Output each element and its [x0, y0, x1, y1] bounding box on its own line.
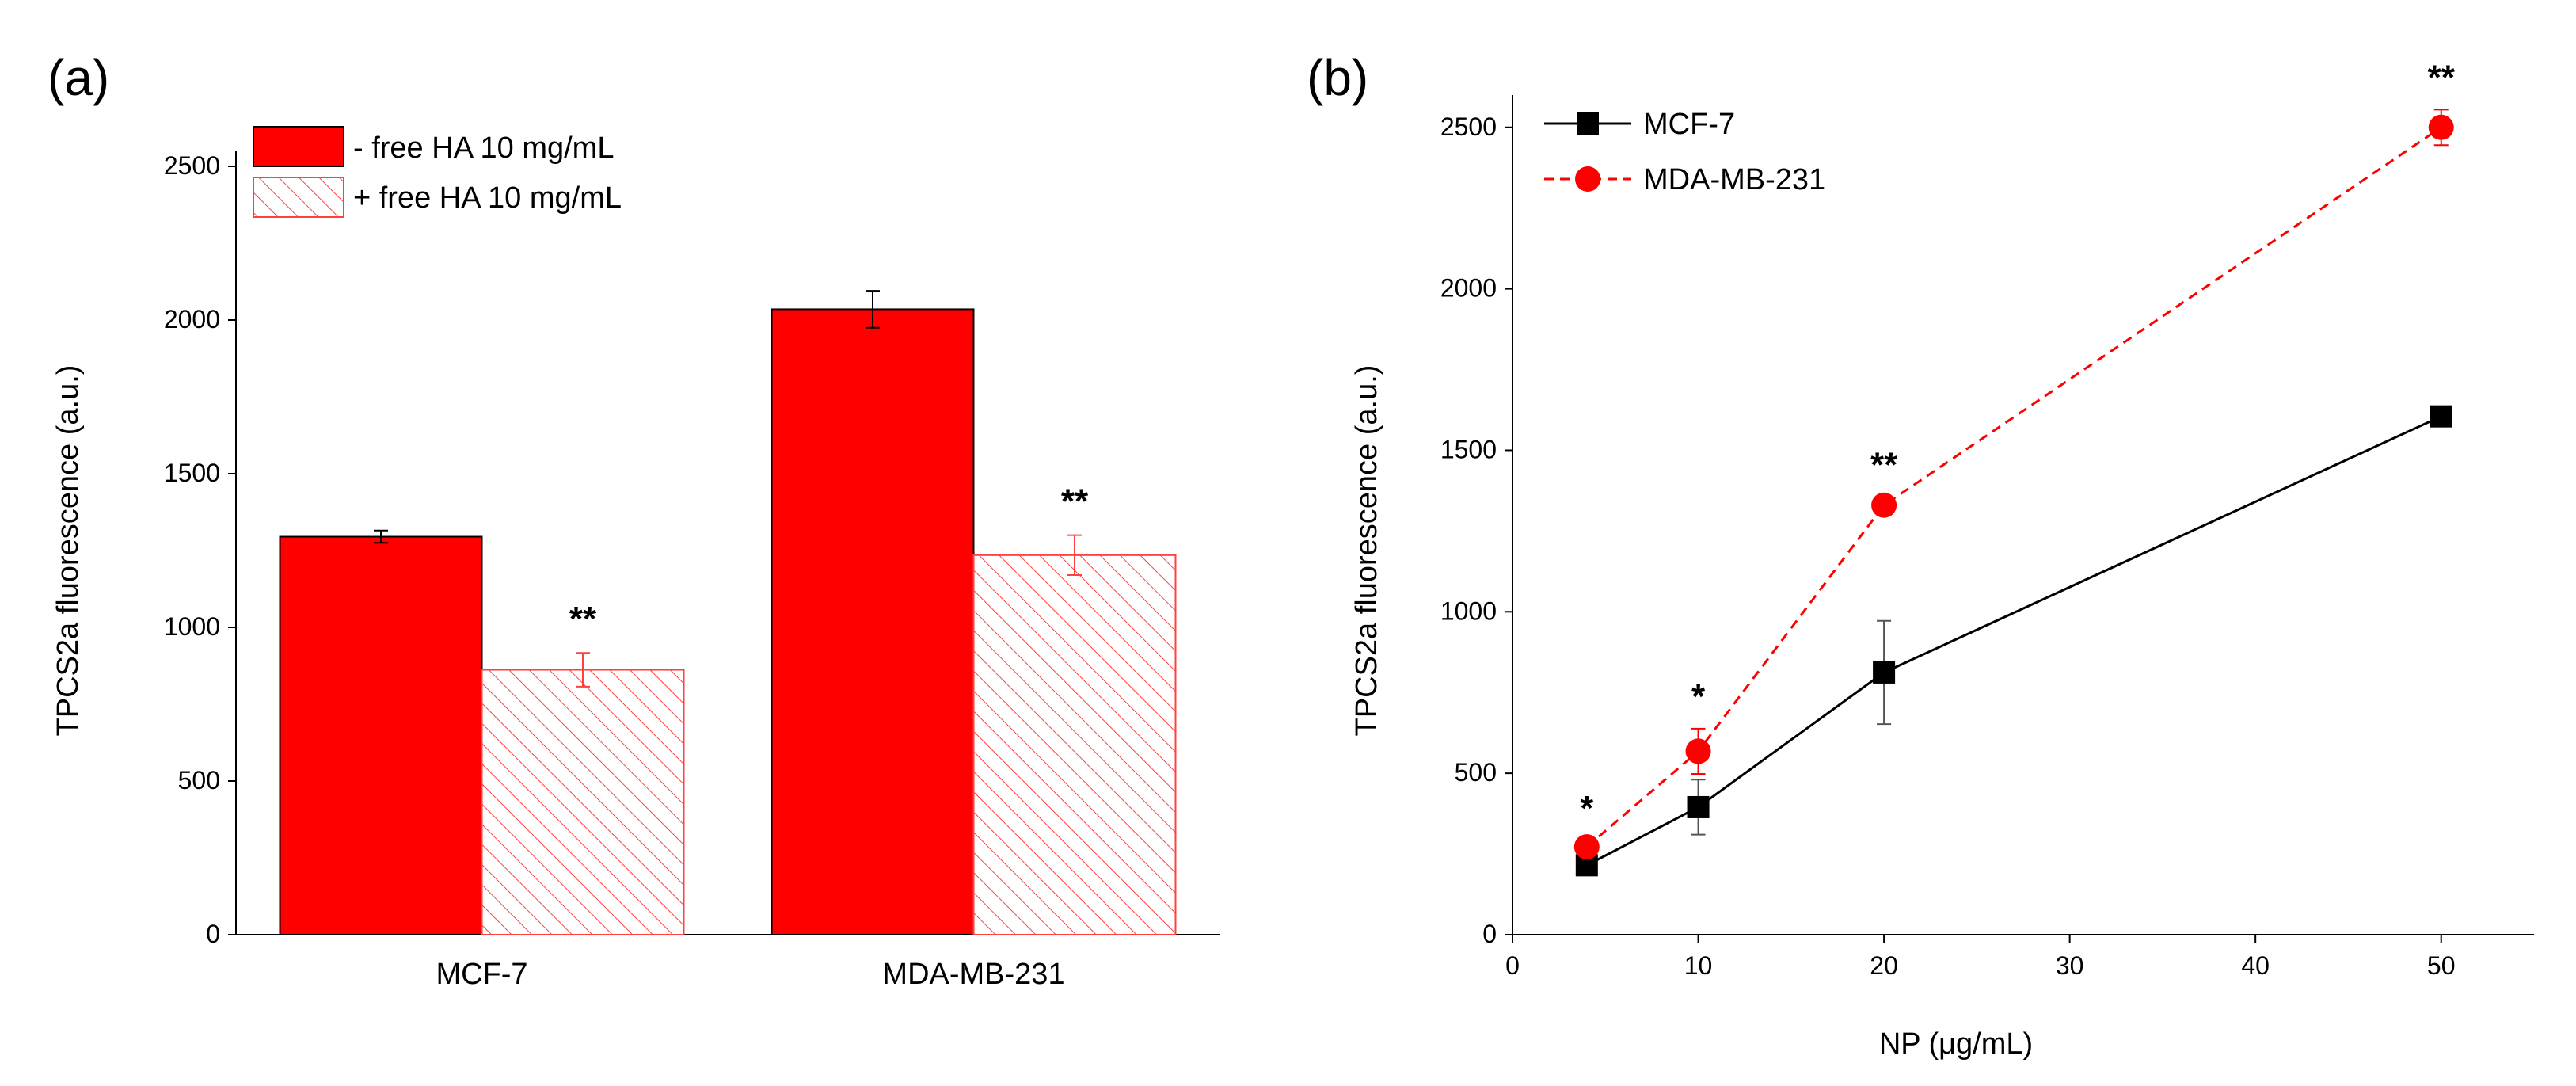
- bar: [771, 308, 975, 936]
- legend-label-mcf7: MCF-7: [1643, 108, 1735, 141]
- panel-a-bar-chart: (a) TPCS2a fluorescence (a.u.) 0 500 1000 1…: [48, 49, 1220, 991]
- bar: [972, 554, 1177, 935]
- panel-b-x-tick-label: 40: [2241, 951, 2270, 980]
- panel-b-x-tick-label: 50: [2427, 951, 2456, 980]
- significance-marker: **: [1870, 446, 1898, 485]
- panel-a-y-tick-label: 0: [206, 920, 220, 948]
- panel-b-line-chart: (b) TPCS2a fluorescence (a.u.) NP (μg/mL…: [1307, 49, 2534, 1061]
- panel-b-x-tick-label: 10: [1684, 951, 1713, 980]
- panel-b-series: ******: [1573, 58, 2456, 877]
- panel-b-y-tick-label: 2500: [1440, 112, 1497, 141]
- panel-a-y-axis-title: TPCS2a fluorescence (a.u.): [51, 365, 85, 737]
- panel-a-x-tick-label: MCF-7: [436, 958, 527, 991]
- panel-b-y-axis-title: TPCS2a fluorescence (a.u.): [1350, 365, 1383, 737]
- panel-b-y-tick-label: 0: [1482, 920, 1497, 948]
- bar: [279, 535, 483, 935]
- data-point-square: [2430, 405, 2452, 428]
- series-line: [1586, 415, 2442, 867]
- panel-b-label: (b): [1307, 49, 1368, 106]
- panel-b-x-tick-label: 30: [2056, 951, 2084, 980]
- significance-marker: *: [1691, 677, 1706, 716]
- legend-swatch-solid: [253, 126, 344, 167]
- data-point-square: [1873, 661, 1896, 684]
- data-point-circle: [2428, 114, 2454, 140]
- legend-label-minus-free-ha: - free HA 10 mg/mL: [353, 131, 614, 165]
- legend-marker-mda: [1575, 166, 1600, 192]
- panel-b-y-tick-label: 1500: [1440, 435, 1497, 463]
- legend-swatch-hatched: [253, 177, 344, 218]
- data-point-circle: [1871, 492, 1897, 518]
- panel-b-y-tick-label: 2000: [1440, 274, 1497, 303]
- panel-a-axes: 0 500 1000 1500 2000 2500 MCF-7 MDA-MB-231: [164, 151, 1220, 991]
- data-point-circle: [1573, 834, 1600, 860]
- panel-b-x-tick-label: 20: [1870, 951, 1898, 980]
- data-point-square: [1687, 795, 1710, 818]
- panel-b-axes: 0 500 1000 1500 2000 2500 0 10 20 30 40 50: [1440, 95, 2534, 980]
- panel-a-legend: - free HA 10 mg/mL + free HA 10 mg/mL: [253, 126, 622, 218]
- panel-b-y-tick-label: 1000: [1440, 596, 1497, 625]
- bar: [481, 669, 685, 935]
- data-point-circle: [1685, 738, 1711, 764]
- panel-a-bars: ** **: [279, 290, 1177, 936]
- legend-marker-mcf7: [1577, 112, 1599, 135]
- legend-label-mda: MDA-MB-231: [1643, 163, 1825, 196]
- panel-a-label: (a): [48, 49, 109, 106]
- legend-label-plus-free-ha: + free HA 10 mg/mL: [353, 181, 622, 215]
- panel-a-y-tick-label: 500: [178, 766, 220, 794]
- panel-b-x-axis-title: NP (μg/mL): [1879, 1027, 2033, 1061]
- panel-b-y-tick-label: 500: [1455, 758, 1497, 787]
- significance-marker: **: [2428, 58, 2456, 97]
- panel-b-legend: MCF-7 MDA-MB-231: [1544, 108, 1825, 196]
- panel-a-y-tick-label: 1000: [164, 612, 220, 641]
- panel-a-x-tick-label: MDA-MB-231: [882, 958, 1064, 991]
- series-line: [1585, 126, 2442, 848]
- panel-b-x-tick-label: 0: [1505, 951, 1520, 980]
- significance-marker: **: [1061, 482, 1089, 521]
- significance-marker: **: [569, 600, 597, 638]
- panel-a-y-tick-label: 1500: [164, 459, 220, 487]
- panel-a-y-tick-label: 2500: [164, 151, 220, 180]
- panel-a-y-tick-label: 2000: [164, 305, 220, 333]
- significance-marker: *: [1580, 789, 1594, 828]
